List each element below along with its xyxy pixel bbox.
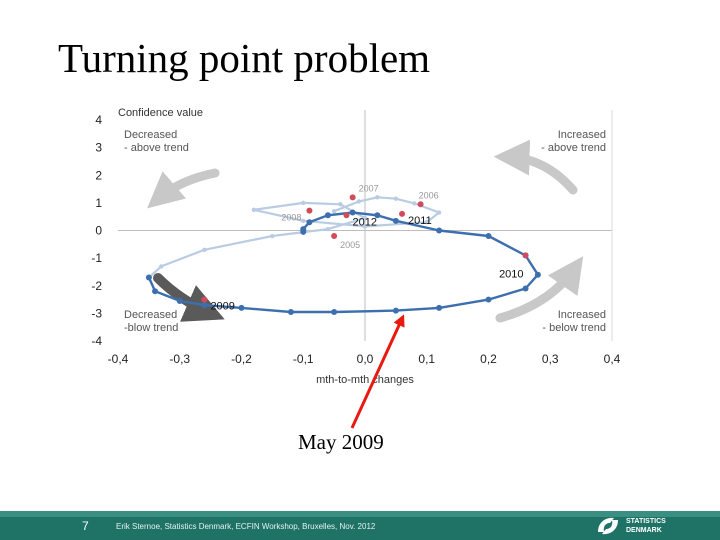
annotation-arrow xyxy=(350,314,405,429)
data-point-light xyxy=(270,233,275,239)
data-point-light xyxy=(331,208,337,214)
quadrant-label-bottom-right: Increased xyxy=(558,309,606,321)
data-point-light xyxy=(325,226,331,232)
year-marker-2005 xyxy=(331,233,338,240)
year-label-2007: 2007 xyxy=(359,183,379,193)
x-axis-label: mth-to-mth changes xyxy=(316,374,414,386)
y-tick-label: -2 xyxy=(91,279,102,293)
data-point-light xyxy=(356,199,362,204)
quadrant-label-bottom-left: -blow trend xyxy=(124,322,178,334)
quadrant-label-top-right: - above trend xyxy=(541,142,606,154)
data-point-light xyxy=(251,207,257,212)
year-marker-2007 xyxy=(349,194,356,201)
year-label-2010: 2010 xyxy=(499,268,523,280)
data-point-light xyxy=(301,218,306,224)
data-point-dark xyxy=(287,308,294,315)
data-point-dark xyxy=(300,228,307,235)
y-tick-label: 4 xyxy=(95,113,102,127)
year-marker-2008 xyxy=(306,207,313,214)
year-label-2008: 2008 xyxy=(281,213,301,223)
data-point-light xyxy=(362,215,368,221)
data-point-light xyxy=(375,195,380,200)
slide-title: Turning point problem xyxy=(58,35,431,81)
y-tick-label: -1 xyxy=(91,251,102,265)
y-tick-label: 0 xyxy=(95,224,102,238)
year-marker-2012 xyxy=(343,212,350,219)
x-tick-label: -0,4 xyxy=(108,352,129,366)
data-point-dark xyxy=(485,233,492,240)
rotation-arrow-top-left xyxy=(147,168,220,209)
year-marker-2011 xyxy=(399,210,406,217)
y-tick-label: 3 xyxy=(95,141,102,155)
footer-band xyxy=(0,511,720,517)
data-point-light xyxy=(301,200,306,206)
data-point-light xyxy=(338,202,343,207)
data-point-light xyxy=(436,210,442,215)
series-line-light xyxy=(148,196,441,279)
data-point-dark xyxy=(201,302,208,309)
data-point-dark xyxy=(349,209,356,216)
data-point-light xyxy=(159,264,164,269)
data-point-dark xyxy=(436,227,443,234)
year-label-2009: 2009 xyxy=(210,301,234,313)
footer-credit: Erik Sternoe, Statistics Denmark, ECFIN … xyxy=(116,522,376,531)
data-point-light xyxy=(202,247,207,253)
year-label-2012: 2012 xyxy=(352,216,376,228)
y-axis-label: Confidence value xyxy=(118,107,203,119)
logo-line-2: DENMARK xyxy=(626,527,662,534)
y-tick-label: 1 xyxy=(95,196,102,210)
quadrant-label-bottom-right: - below trend xyxy=(542,322,606,334)
year-label-2011: 2011 xyxy=(408,215,432,227)
statistics-denmark-logo: STATISTICS DENMARK xyxy=(594,514,704,538)
quadrant-label-bottom-left: Decreased xyxy=(124,309,177,321)
data-point-dark xyxy=(485,296,492,303)
data-point-light xyxy=(424,220,429,225)
data-point-dark xyxy=(331,308,338,315)
logo-line-1: STATISTICS xyxy=(626,518,666,525)
data-point-dark xyxy=(145,274,152,281)
x-tick-label: -0,2 xyxy=(231,352,252,366)
rotation-arrow-bottom-left xyxy=(153,273,225,322)
y-tick-label: 2 xyxy=(95,168,102,182)
quadrant-label-top-left: Decreased xyxy=(124,129,177,141)
data-point-light xyxy=(412,201,417,206)
data-point-dark xyxy=(392,307,399,314)
logo-mark-icon xyxy=(598,517,618,535)
rotation-arrow-bottom-right xyxy=(495,256,584,323)
data-point-light xyxy=(362,224,368,229)
x-tick-label: -0,1 xyxy=(293,352,314,366)
data-point-dark xyxy=(436,304,443,311)
quadrant-label-top-left: - above trend xyxy=(124,142,189,154)
data-point-dark xyxy=(306,219,313,226)
may-2009-annotation: May 2009 xyxy=(298,430,384,454)
x-tick-label: 0,0 xyxy=(357,352,374,366)
x-tick-label: 0,1 xyxy=(418,352,435,366)
data-point-dark xyxy=(152,288,159,295)
data-point-dark xyxy=(176,297,183,304)
year-label-2005: 2005 xyxy=(340,240,360,250)
data-point-dark xyxy=(374,212,381,219)
year-marker-2006 xyxy=(417,201,424,208)
quadrant-label-top-right: Increased xyxy=(558,129,606,141)
data-point-light xyxy=(393,196,399,201)
data-point-dark xyxy=(534,271,541,278)
x-tick-label: -0,3 xyxy=(169,352,190,366)
data-point-dark xyxy=(522,285,529,292)
data-point-dark xyxy=(238,304,245,311)
x-tick-label: 0,4 xyxy=(604,352,621,366)
year-marker-2010 xyxy=(522,252,529,259)
year-marker-2009 xyxy=(201,296,208,303)
x-tick-label: 0,2 xyxy=(480,352,497,366)
rotation-arrow-top-right xyxy=(493,139,578,195)
y-tick-label: -3 xyxy=(91,306,102,320)
year-label-2006: 2006 xyxy=(419,190,439,200)
footer-bar: 7 Erik Sternoe, Statistics Denmark, ECFI… xyxy=(0,511,720,540)
y-tick-label: -4 xyxy=(91,334,102,348)
series-line-dark xyxy=(147,211,540,314)
x-tick-label: 0,3 xyxy=(542,352,559,366)
data-point-dark xyxy=(392,217,399,224)
data-point-dark xyxy=(324,212,331,219)
page-number: 7 xyxy=(82,519,89,533)
